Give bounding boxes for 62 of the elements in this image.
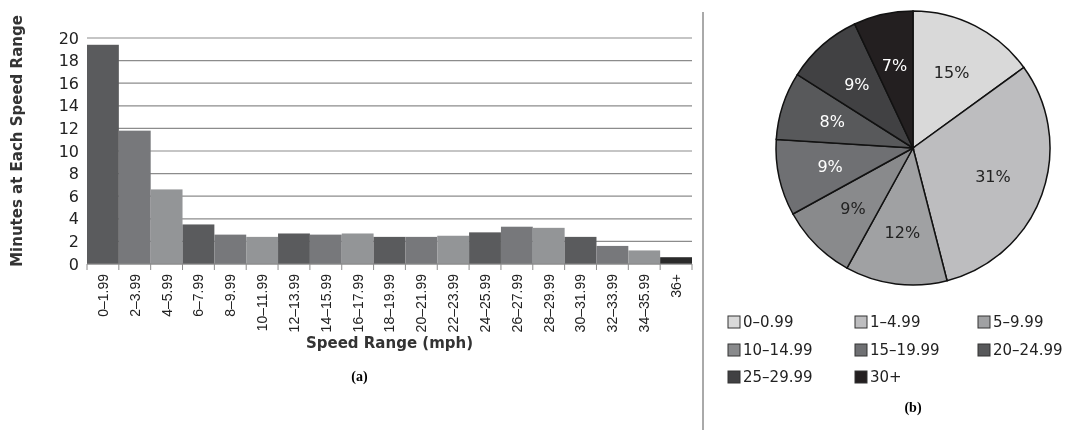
legend-label: 0–0.99 xyxy=(743,313,794,332)
legend-label: 5–9.99 xyxy=(993,313,1044,332)
y-tick-label: 12 xyxy=(58,119,79,138)
x-tick-label: 18–19.99 xyxy=(381,273,398,333)
bar xyxy=(564,236,597,264)
y-tick-label: 14 xyxy=(58,96,79,116)
data-label: 7% xyxy=(881,55,908,75)
y-axis-title: Minutes at Each Speed Range xyxy=(8,15,26,267)
bar xyxy=(214,234,247,264)
legend-label: 25–29.99 xyxy=(743,368,813,387)
x-tick-label: 36+ xyxy=(667,274,684,298)
legend-label: 1–4.99 xyxy=(870,313,921,332)
y-tick-label: 6 xyxy=(68,186,79,206)
y-tick-label: 8 xyxy=(68,164,79,184)
legend-label: 30+ xyxy=(870,368,902,387)
x-tick-label: 22–23.99 xyxy=(445,273,462,333)
bar xyxy=(405,236,438,264)
x-tick-label: 32–33.99 xyxy=(604,273,621,333)
x-tick-label: 8–9.99 xyxy=(222,273,239,317)
legend-label: 20–24.99 xyxy=(993,341,1063,360)
data-label: 31% xyxy=(975,167,1011,187)
x-tick-label: 2–3.99 xyxy=(126,273,143,317)
y-tick-label: 18 xyxy=(58,51,79,71)
bar xyxy=(87,44,119,264)
legend-label: 10–14.99 xyxy=(743,341,813,360)
x-tick-label: 6–7.99 xyxy=(190,273,207,317)
y-tick-label: 2 xyxy=(68,232,79,251)
bar xyxy=(118,130,151,264)
y-tick-label: 20 xyxy=(58,28,79,48)
legend-label: 15–19.99 xyxy=(870,341,940,360)
bar xyxy=(469,232,501,264)
x-tick-label: 30–31.99 xyxy=(572,273,589,333)
y-tick-label: 0 xyxy=(68,254,79,274)
data-label: 12% xyxy=(884,222,921,242)
x-axis-title: Speed Range (mph) xyxy=(305,334,474,352)
y-tick-label: 16 xyxy=(58,73,79,93)
bar xyxy=(596,245,629,264)
bar xyxy=(373,236,406,264)
bar xyxy=(182,224,215,264)
data-label: 8% xyxy=(819,112,845,132)
x-tick-label: 12–13.99 xyxy=(285,273,302,333)
bar xyxy=(309,234,342,264)
data-label: 15% xyxy=(933,62,970,82)
text: (a) xyxy=(351,369,368,385)
x-tick-label: 26–27.99 xyxy=(508,273,525,333)
x-tick-label: 14–15.99 xyxy=(317,273,334,333)
x-tick-label: 4–5.99 xyxy=(158,273,175,317)
x-tick-label: 10–11.99 xyxy=(254,273,271,332)
y-tick-label: 10 xyxy=(58,141,79,161)
y-tick-label: 4 xyxy=(68,209,79,229)
text: (b) xyxy=(904,400,922,416)
x-tick-label: 34–35.99 xyxy=(636,273,653,333)
bar xyxy=(500,226,533,264)
data-label: 9% xyxy=(840,198,866,218)
bar xyxy=(278,233,310,264)
x-tick-label: 28–29.99 xyxy=(540,273,557,333)
x-tick-label: 20–21.99 xyxy=(413,273,430,333)
x-tick-label: 24–25.99 xyxy=(476,273,493,333)
x-tick-label: 0–1.99 xyxy=(94,273,111,317)
x-tick-label: 16–17.99 xyxy=(349,273,366,333)
data-label: 9% xyxy=(844,74,870,94)
data-label: 9% xyxy=(817,157,843,177)
